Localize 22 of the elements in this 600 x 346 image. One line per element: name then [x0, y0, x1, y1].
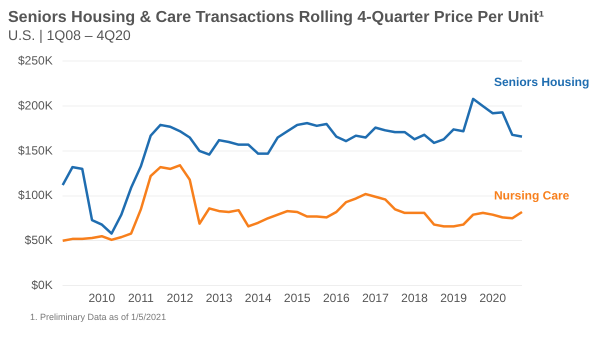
x-tick-label: 2013 [206, 291, 233, 306]
y-tick-label: $0K [31, 278, 53, 292]
x-tick-label: 2015 [284, 291, 311, 306]
text: 1. Preliminary Data as of 1/5/2021 [30, 312, 168, 322]
x-tick-label: 2010 [88, 291, 116, 306]
y-tick-label: $150K [18, 143, 53, 158]
x-tick-label: 2016 [322, 291, 350, 306]
x-tick-label: 2019 [440, 291, 468, 306]
chart-title: Seniors Housing & Care Transactions Rolling 4-Quarter Price Per Unit¹ [8, 8, 546, 27]
x-tick-label: 2020 [479, 291, 506, 306]
x-tick-label: 2018 [401, 291, 428, 306]
chart-subtitle: U.S. | 1Q08 – 4Q20 [8, 27, 132, 44]
y-tick-label: $250K [18, 54, 53, 68]
y-tick-label: $200K [18, 98, 53, 112]
x-tick-label: 2014 [244, 291, 272, 306]
series-label: Nursing Care [494, 188, 570, 202]
y-tick-label: $50K [24, 233, 53, 248]
y-tick-label: $100K [18, 188, 53, 202]
x-tick-label: 2012 [166, 291, 194, 306]
x-tick-label: 2017 [362, 291, 390, 306]
series-label: Seniors Housing [494, 75, 590, 90]
x-tick-label: 2011 [128, 291, 154, 306]
